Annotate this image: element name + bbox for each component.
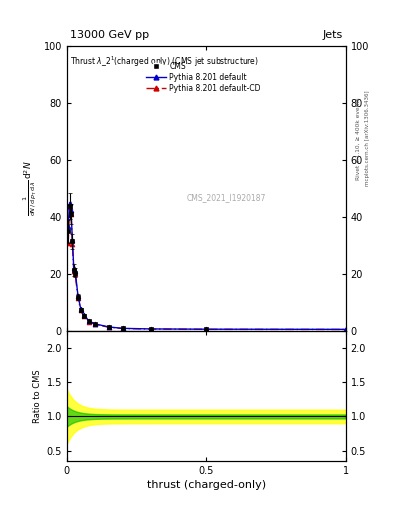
X-axis label: thrust (charged-only): thrust (charged-only) — [147, 480, 266, 490]
Text: $\frac{1}{\mathrm{d}N}\,\mathrm{d}^2N$: $\frac{1}{\mathrm{d}N}\,\mathrm{d}^2N$ — [0, 511, 1, 512]
Text: Rivet 3.1.10, ≥ 400k events: Rivet 3.1.10, ≥ 400k events — [356, 97, 361, 180]
Y-axis label: $\frac{1}{\mathrm{d}N\,/\,\mathrm{d}\,p_\mathrm{T}\,\mathrm{d}\,\lambda}\,\mathr: $\frac{1}{\mathrm{d}N\,/\,\mathrm{d}\,p_… — [22, 161, 39, 217]
Text: mcplots.cern.ch [arXiv:1306.3436]: mcplots.cern.ch [arXiv:1306.3436] — [365, 91, 371, 186]
Y-axis label: Ratio to CMS: Ratio to CMS — [33, 369, 42, 423]
Text: $\mathrm{d}\,p_{\mathrm{T}}\,\mathrm{d}\,\lambda$: $\mathrm{d}\,p_{\mathrm{T}}\,\mathrm{d}\… — [0, 511, 1, 512]
Legend: CMS, Pythia 8.201 default, Pythia 8.201 default-CD: CMS, Pythia 8.201 default, Pythia 8.201 … — [143, 58, 264, 96]
Text: $\frac{1}{\mathrm{d}N}$: $\frac{1}{\mathrm{d}N}$ — [0, 511, 1, 512]
Text: Jets: Jets — [323, 30, 343, 40]
Text: Thrust $\lambda\_2^1$(charged only) (CMS jet substructure): Thrust $\lambda\_2^1$(charged only) (CMS… — [70, 55, 259, 69]
Text: mathrm d$N$ / mathrm d $p_T$ mathrm d lambda: mathrm d$N$ / mathrm d $p_T$ mathrm d la… — [0, 511, 1, 512]
Text: CMS_2021_I1920187: CMS_2021_I1920187 — [186, 193, 266, 202]
Text: 13000 GeV pp: 13000 GeV pp — [70, 30, 149, 40]
Text: $\mathrm{d}^2N$: $\mathrm{d}^2N$ — [0, 511, 1, 512]
